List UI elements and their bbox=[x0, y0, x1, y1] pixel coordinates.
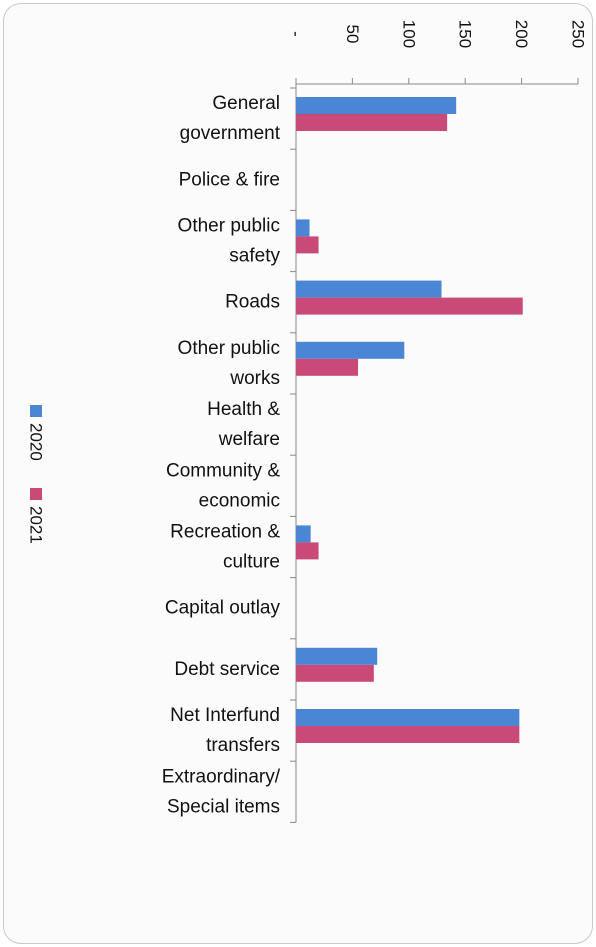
category-axis: General government Police & fire Other publ… bbox=[162, 84, 297, 823]
category-label: Extraordinary/Special items bbox=[162, 766, 281, 817]
value-tick-label: - bbox=[287, 31, 306, 37]
bar-2021-10 bbox=[296, 726, 520, 743]
chart-frame bbox=[3, 3, 593, 944]
category-label: Other public works bbox=[178, 338, 280, 389]
value-axis: - 50 100 150 200 250 bbox=[287, 20, 588, 85]
value-tick-label: 250 bbox=[569, 20, 588, 48]
category-label: Debt service bbox=[174, 659, 280, 680]
value-tick-label: 200 bbox=[512, 20, 531, 48]
legend-swatch-2021 bbox=[30, 488, 42, 500]
bar-2020-7 bbox=[296, 525, 311, 543]
category-label: Roads bbox=[225, 292, 280, 313]
bar-2021-4 bbox=[296, 358, 359, 376]
bar-2021-3 bbox=[296, 297, 523, 315]
category-label: Net Interfund transfers bbox=[170, 705, 280, 756]
bar-2020-10 bbox=[296, 709, 520, 726]
value-tick-label: 150 bbox=[456, 20, 475, 48]
bars bbox=[296, 97, 523, 743]
category-label: Recreation & culture bbox=[170, 522, 280, 573]
bar-2020-0 bbox=[296, 97, 457, 114]
value-tick-label: 100 bbox=[399, 20, 418, 48]
bar-2021-9 bbox=[296, 664, 374, 682]
bar-2020-3 bbox=[296, 280, 442, 298]
category-label: General government bbox=[180, 93, 281, 144]
category-label: Police & fire bbox=[179, 169, 280, 190]
category-label: Health & welfare bbox=[207, 399, 280, 450]
legend: 2020 2021 bbox=[27, 405, 46, 544]
bar-2021-2 bbox=[296, 236, 319, 254]
bar-2020-2 bbox=[296, 219, 310, 237]
bar-2020-9 bbox=[296, 647, 378, 665]
bar-2021-7 bbox=[296, 542, 319, 560]
legend-label-2021: 2021 bbox=[27, 506, 46, 544]
legend-swatch-2020 bbox=[30, 405, 42, 417]
bar-2021-0 bbox=[296, 114, 448, 131]
category-label: Community & economic bbox=[166, 460, 280, 511]
legend-label-2020: 2020 bbox=[27, 423, 46, 461]
value-tick-label: 50 bbox=[343, 25, 362, 44]
bar-2020-4 bbox=[296, 341, 405, 359]
category-label: Capital outlay bbox=[165, 598, 281, 619]
category-label: Other public safety bbox=[178, 216, 281, 267]
